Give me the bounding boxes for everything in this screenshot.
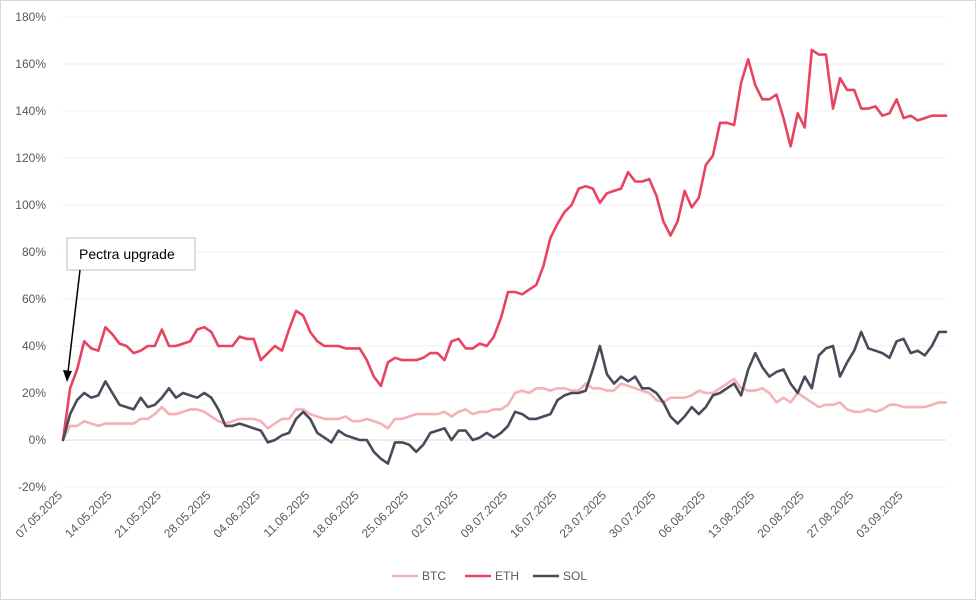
y-tick-label: 0% bbox=[29, 433, 47, 447]
series-line-btc bbox=[61, 377, 948, 442]
annotation-arrow bbox=[67, 269, 81, 373]
legend-label-sol: SOL bbox=[563, 569, 587, 583]
x-tick-label: 20.08.2025 bbox=[754, 488, 807, 541]
y-tick-label: 100% bbox=[15, 198, 46, 212]
y-axis-tick-labels: -20% 0% 20% 40% 60% 80% 100% 120% 140% 160% 180% bbox=[15, 10, 46, 494]
x-axis-tick-labels: 07.05.202514.05.202521.05.202528.05.2025… bbox=[13, 488, 906, 541]
y-tick-label: -20% bbox=[18, 480, 46, 494]
y-tick-label: 60% bbox=[22, 292, 46, 306]
legend: BTC ETH SOL bbox=[392, 569, 587, 583]
x-tick-label: 03.09.2025 bbox=[853, 488, 906, 541]
y-tick-label: 120% bbox=[15, 151, 46, 165]
x-tick-label: 16.07.2025 bbox=[507, 488, 560, 541]
x-tick-label: 27.08.2025 bbox=[804, 488, 857, 541]
x-tick-label: 18.06.2025 bbox=[309, 488, 362, 541]
x-tick-label: 07.05.2025 bbox=[13, 488, 66, 541]
annotation-box bbox=[66, 237, 196, 271]
legend-label-btc: BTC bbox=[422, 569, 446, 583]
legend-label-eth: ETH bbox=[495, 569, 519, 583]
x-tick-label: 14.05.2025 bbox=[62, 488, 115, 541]
series-lines bbox=[61, 48, 948, 465]
x-tick-label: 25.06.2025 bbox=[359, 488, 412, 541]
annotation: Pectra upgrade bbox=[63, 237, 196, 382]
x-tick-label: 23.07.2025 bbox=[557, 488, 610, 541]
y-tick-label: 40% bbox=[22, 339, 46, 353]
x-tick-label: 09.07.2025 bbox=[458, 488, 511, 541]
x-tick-label: 11.06.2025 bbox=[261, 488, 313, 540]
x-tick-label: 21.05.2025 bbox=[112, 488, 165, 541]
y-tick-label: 80% bbox=[22, 245, 46, 259]
annotation-arrowhead bbox=[63, 370, 72, 382]
series-line-eth bbox=[61, 48, 948, 442]
y-tick-label: 20% bbox=[22, 386, 46, 400]
y-tick-label: 180% bbox=[15, 10, 46, 24]
gridlines bbox=[63, 16, 946, 488]
series-line-sol bbox=[61, 330, 948, 465]
y-tick-label: 140% bbox=[15, 104, 46, 118]
x-tick-label: 28.05.2025 bbox=[161, 488, 214, 541]
x-tick-label: 02.07.2025 bbox=[408, 488, 461, 541]
x-tick-label: 30.07.2025 bbox=[606, 488, 659, 541]
x-tick-label: 06.08.2025 bbox=[656, 488, 709, 541]
annotation-text: Pectra upgrade bbox=[79, 246, 175, 262]
x-tick-label: 13.08.2025 bbox=[705, 488, 758, 541]
y-tick-label: 160% bbox=[15, 57, 46, 71]
x-tick-label: 04.06.2025 bbox=[211, 488, 264, 541]
